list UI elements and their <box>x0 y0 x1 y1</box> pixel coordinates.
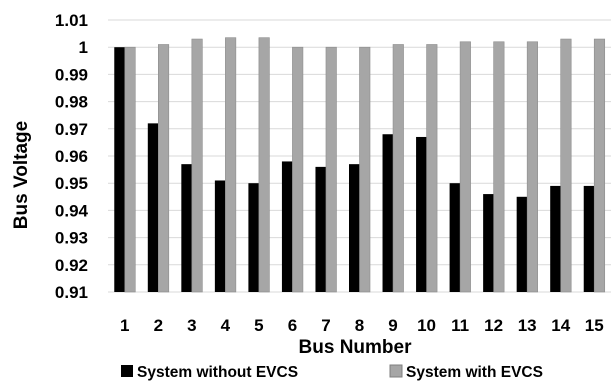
x-tick-label: 5 <box>254 316 263 335</box>
x-tick-label: 6 <box>288 316 297 335</box>
bar-without-evcs-bus-5 <box>248 183 259 292</box>
legend-swatch-without-evcs <box>121 365 133 377</box>
x-tick-label: 10 <box>417 316 436 335</box>
y-tick-label: 0.94 <box>55 201 89 220</box>
x-tick-label: 1 <box>120 316 129 335</box>
y-tick-label: 0.93 <box>55 229 88 248</box>
x-tick-label: 3 <box>187 316 196 335</box>
bar-without-evcs-bus-6 <box>282 161 293 292</box>
bar-with-evcs-bus-14 <box>561 39 572 292</box>
bar-without-evcs-bus-8 <box>349 164 360 292</box>
y-tick-label: 0.96 <box>55 147 88 166</box>
x-tick-labels: 1 2 3 4 5 6 7 8 9 10 11 12 13 14 15 <box>120 316 604 335</box>
x-tick-label: 2 <box>154 316 163 335</box>
bar-without-evcs-bus-9 <box>383 134 394 292</box>
y-tick-label: 1 <box>79 38 88 57</box>
bar-with-evcs-bus-15 <box>594 39 605 292</box>
x-tick-label: 4 <box>221 316 231 335</box>
y-tick-label: 0.91 <box>55 283 88 302</box>
bar-with-evcs-bus-2 <box>158 44 169 292</box>
bar-without-evcs-bus-7 <box>315 167 326 292</box>
y-tick-label: 1.01 <box>55 11 88 30</box>
x-tick-label: 11 <box>451 316 469 335</box>
bar-without-evcs-bus-12 <box>483 194 494 292</box>
y-tick-label: 0.98 <box>55 93 88 112</box>
bar-with-evcs-bus-9 <box>393 44 404 292</box>
x-tick-label: 15 <box>585 316 604 335</box>
y-tick-label: 0.99 <box>55 65 88 84</box>
bar-without-evcs-bus-10 <box>416 137 427 292</box>
bar-without-evcs-bus-14 <box>550 186 561 292</box>
y-tick-labels: 0.91 0.92 0.93 0.94 0.95 0.96 0.97 0.98 0.99 1 1.0… <box>55 11 89 302</box>
bars <box>114 38 604 292</box>
bar-with-evcs-bus-3 <box>192 39 203 292</box>
bar-without-evcs-bus-11 <box>450 183 461 292</box>
x-tick-label: 13 <box>518 316 537 335</box>
y-tick-label: 0.95 <box>55 174 88 193</box>
x-tick-label: 14 <box>551 316 570 335</box>
y-tick-label: 0.97 <box>55 120 88 139</box>
y-axis-title: Bus Voltage <box>11 121 32 229</box>
x-axis-title: Bus Number <box>299 337 413 358</box>
bar-with-evcs-bus-12 <box>494 42 505 292</box>
bar-with-evcs-bus-7 <box>326 47 337 292</box>
bar-with-evcs-bus-11 <box>460 42 471 292</box>
bar-with-evcs-bus-4 <box>225 38 236 292</box>
x-tick-label: 12 <box>484 316 503 335</box>
legend-swatch-with-evcs <box>390 365 402 377</box>
bar-without-evcs-bus-3 <box>181 164 192 292</box>
bar-without-evcs-bus-15 <box>584 186 595 292</box>
x-tick-label: 9 <box>388 316 397 335</box>
bar-with-evcs-bus-5 <box>259 38 270 292</box>
bar-with-evcs-bus-8 <box>360 47 371 292</box>
bar-with-evcs-bus-10 <box>427 44 438 292</box>
x-tick-label: 7 <box>321 316 330 335</box>
x-tick-label: 8 <box>355 316 364 335</box>
legend-label-with-evcs: System with EVCS <box>406 364 543 381</box>
bar-with-evcs-bus-6 <box>292 47 303 292</box>
bar-without-evcs-bus-13 <box>517 197 528 292</box>
legend-label-without-evcs: System without EVCS <box>137 364 298 381</box>
bar-with-evcs-bus-13 <box>527 42 538 292</box>
legend: System without EVCS System with EVCS <box>121 364 543 381</box>
bar-with-evcs-bus-1 <box>125 47 135 292</box>
bar-without-evcs-bus-4 <box>215 180 226 292</box>
bar-without-evcs-bus-2 <box>148 123 159 292</box>
y-tick-label: 0.92 <box>55 256 88 275</box>
bar-without-evcs-bus-1 <box>114 47 125 292</box>
